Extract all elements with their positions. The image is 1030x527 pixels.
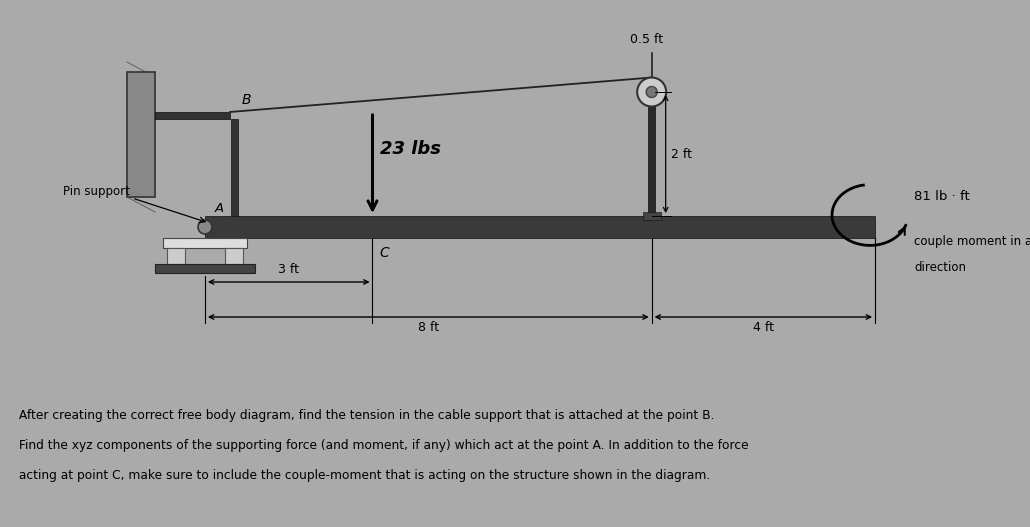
Text: B: B — [242, 93, 251, 107]
Text: 8 ft: 8 ft — [418, 321, 439, 334]
Text: 23 lbs: 23 lbs — [380, 140, 442, 158]
FancyBboxPatch shape — [643, 212, 660, 220]
FancyBboxPatch shape — [163, 238, 247, 248]
FancyBboxPatch shape — [127, 72, 154, 197]
FancyBboxPatch shape — [649, 92, 655, 216]
Text: 81 lb · ft: 81 lb · ft — [914, 190, 970, 203]
FancyBboxPatch shape — [232, 119, 239, 216]
FancyBboxPatch shape — [205, 216, 876, 238]
FancyBboxPatch shape — [154, 112, 230, 119]
FancyBboxPatch shape — [167, 248, 185, 264]
Text: C: C — [379, 246, 389, 260]
Circle shape — [638, 77, 666, 106]
FancyBboxPatch shape — [154, 264, 255, 273]
Text: Pin support: Pin support — [63, 186, 130, 199]
FancyBboxPatch shape — [225, 248, 243, 264]
Text: 3 ft: 3 ft — [278, 263, 300, 276]
Text: Find the xyz components of the supporting force (and moment, if any) which act a: Find the xyz components of the supportin… — [15, 439, 749, 452]
Text: direction: direction — [914, 261, 966, 274]
Text: acting at point C, make sure to include the couple-moment that is acting on the : acting at point C, make sure to include … — [15, 469, 711, 482]
Text: 4 ft: 4 ft — [753, 321, 774, 334]
Text: couple moment in arrowed: couple moment in arrowed — [914, 235, 1030, 248]
Text: 0.5 ft: 0.5 ft — [630, 33, 663, 45]
Circle shape — [198, 220, 212, 234]
FancyBboxPatch shape — [641, 89, 662, 95]
Circle shape — [646, 86, 657, 97]
Text: 2 ft: 2 ft — [671, 148, 692, 161]
Text: A: A — [215, 202, 225, 215]
Text: After creating the correct free body diagram, find the tension in the cable supp: After creating the correct free body dia… — [15, 409, 715, 422]
